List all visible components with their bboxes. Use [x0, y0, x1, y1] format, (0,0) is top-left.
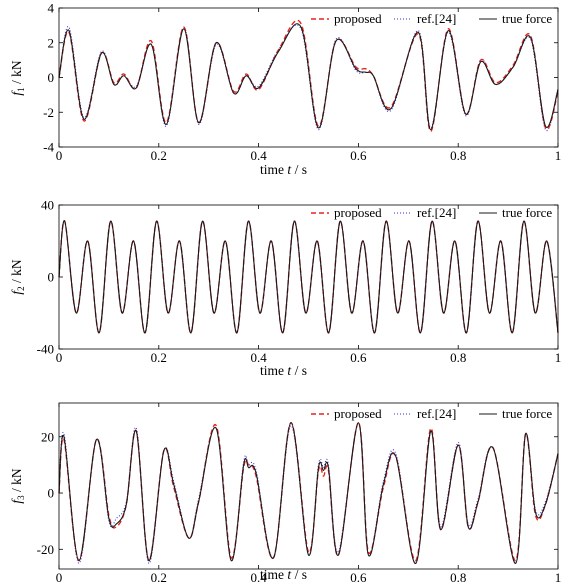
y-axis-label-symbol: f — [9, 498, 24, 504]
series-line-ref-24- — [58, 220, 559, 334]
x-axis-label-prefix: time — [260, 162, 287, 177]
y-tick-label: 0 — [48, 486, 55, 501]
y-axis-label-symbol: f — [9, 90, 24, 96]
x-tick-label: 0.6 — [350, 148, 367, 163]
plot-frame — [58, 402, 559, 570]
y-axis-label-unit: / kN — [9, 259, 24, 286]
y-axis-label-subscript: 2 — [16, 286, 26, 291]
x-tick-label: 1 — [555, 570, 562, 585]
x-axis-label-unit: / s — [291, 567, 307, 582]
y-axis-label-unit: / kN — [9, 60, 24, 87]
y-axis-label-subscript: 3 — [16, 495, 26, 500]
y-tick-label: 0 — [48, 270, 55, 285]
x-tick-label: 0.8 — [450, 148, 466, 163]
y-axis-label-symbol: f — [9, 289, 24, 295]
y-tick-label: 4 — [48, 1, 55, 16]
x-axis-label: time t / s — [260, 567, 307, 582]
x-axis-label-variable: t — [287, 162, 292, 177]
x-tick-label: 0.6 — [350, 570, 367, 585]
x-axis-label: time t / s — [260, 363, 307, 378]
series-line-ref-24- — [58, 24, 559, 131]
x-tick-label: 0.2 — [151, 570, 167, 585]
x-tick-label: 1 — [555, 350, 562, 365]
y-tick-label: 40 — [41, 198, 54, 213]
y-tick-label: -4 — [43, 140, 54, 155]
x-tick-label: 0 — [56, 148, 63, 163]
series-line-true-force — [58, 23, 559, 131]
legend-label: proposed — [334, 406, 382, 421]
x-tick-label: 0.8 — [450, 350, 466, 365]
legend-label: proposed — [334, 205, 382, 220]
series-line-ref-24- — [58, 422, 559, 564]
y-tick-label: -20 — [37, 542, 54, 557]
y-axis-label-subscript: 1 — [16, 87, 26, 92]
x-tick-label: 0.4 — [250, 148, 267, 163]
x-axis-label-variable: t — [287, 567, 292, 582]
legend-label: true force — [502, 406, 552, 421]
x-tick-label: 0.8 — [450, 570, 466, 585]
legend: proposed ref.[24] true force — [311, 406, 552, 421]
x-axis-label-variable: t — [287, 363, 292, 378]
series-line-proposed — [58, 220, 559, 334]
x-tick-label: 1 — [555, 148, 562, 163]
x-axis-label-prefix: time — [260, 567, 287, 582]
x-tick-label: 0.2 — [151, 350, 167, 365]
plot-frame — [58, 204, 559, 350]
series-line-proposed — [58, 421, 559, 562]
y-tick-label: -40 — [37, 342, 54, 357]
legend-label: ref.[24] — [417, 406, 456, 421]
legend: proposed ref.[24] true force — [311, 205, 552, 220]
x-tick-label: 0.2 — [151, 148, 167, 163]
x-tick-label: 0 — [56, 570, 63, 585]
y-axis-label: f1 / kN — [9, 60, 26, 96]
legend-label: true force — [502, 11, 552, 26]
x-tick-label: 0.6 — [350, 350, 367, 365]
legend-label: proposed — [334, 11, 382, 26]
x-axis-label: time t / s — [260, 162, 307, 177]
legend-label: ref.[24] — [417, 11, 456, 26]
series-line-true-force — [58, 220, 559, 334]
series-line-true-force — [58, 422, 559, 564]
x-axis-label-unit: / s — [291, 162, 307, 177]
legend-label: ref.[24] — [417, 205, 456, 220]
y-axis-label-unit: / kN — [9, 468, 24, 495]
y-tick-label: 2 — [48, 35, 55, 50]
series-line-proposed — [58, 19, 559, 133]
x-tick-label: 0.4 — [250, 350, 267, 365]
x-axis-label-unit: / s — [291, 363, 307, 378]
y-tick-label: 0 — [48, 70, 55, 85]
legend-label: true force — [502, 205, 552, 220]
x-tick-label: 0.4 — [250, 570, 267, 585]
x-axis-label-prefix: time — [260, 363, 287, 378]
plot-frame — [58, 7, 559, 148]
x-tick-label: 0 — [56, 350, 63, 365]
y-axis-label: f3 / kN — [9, 468, 26, 504]
y-tick-label: -2 — [43, 105, 54, 120]
y-tick-label: 20 — [41, 429, 54, 444]
legend: proposed ref.[24] true force — [311, 11, 552, 26]
y-axis-label: f2 / kN — [9, 259, 26, 295]
